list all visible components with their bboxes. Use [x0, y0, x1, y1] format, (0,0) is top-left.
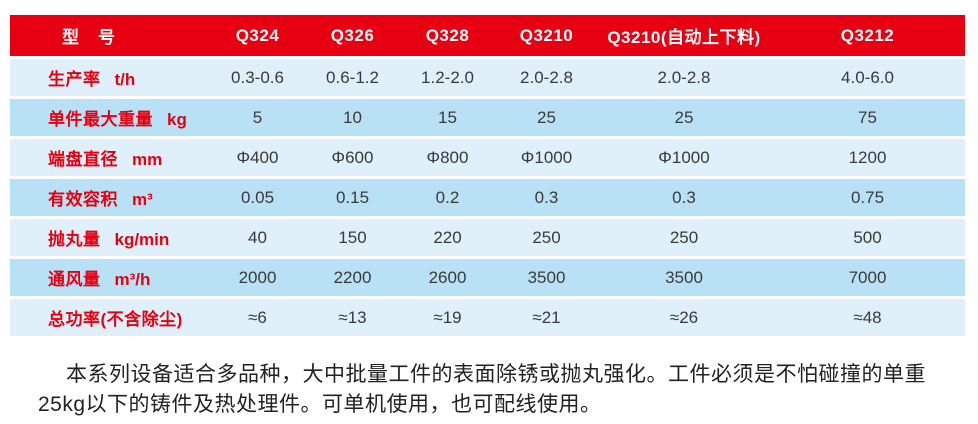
- cell-value: ≈6: [210, 299, 305, 336]
- row-label: 有效容积: [48, 190, 118, 209]
- row-unit: m³/h: [114, 270, 151, 289]
- description-line-1: 本系列设备适合多品种，大中批量工件的表面除锈或抛丸强化。工件必须是不怕碰撞的单重: [66, 363, 926, 386]
- cell-value: 2600: [400, 259, 495, 296]
- table-row-ventilation-volume: 通风量 m³/h 2000 2200 2600 3500 3500 7000: [10, 259, 965, 296]
- column-header-q328: Q328: [400, 15, 495, 56]
- row-label: 端盘直径: [48, 150, 118, 169]
- cell-value: 0.3: [598, 179, 770, 216]
- row-label: 生产率: [48, 70, 101, 89]
- cell-value: 15: [400, 99, 495, 136]
- table-row-production-rate: 生产率 t/h 0.3-0.6 0.6-1.2 1.2-2.0 2.0-2.8 2…: [10, 59, 965, 96]
- cell-value: 0.75: [770, 179, 965, 216]
- cell-value: Φ600: [305, 139, 400, 176]
- cell-value: 2.0-2.8: [495, 59, 598, 96]
- table-header-row: 型 号 Q324 Q326 Q328 Q3210 Q3210(自动上下料) Q3…: [10, 15, 965, 56]
- row-label: 抛丸量: [48, 230, 101, 249]
- row-unit: kg/min: [114, 230, 170, 249]
- table-row-shot-flow-rate: 抛丸量 kg/min 40 150 220 250 250 500: [10, 219, 965, 256]
- cell-value: 0.15: [305, 179, 400, 216]
- cell-value: ≈21: [495, 299, 598, 336]
- cell-value: Φ800: [400, 139, 495, 176]
- cell-value: 0.3-0.6: [210, 59, 305, 96]
- cell-value: ≈48: [770, 299, 965, 336]
- cell-value: Φ1000: [598, 139, 770, 176]
- table-row-total-power: 总功率(不含除尘) ≈6 ≈13 ≈19 ≈21 ≈26 ≈48: [10, 299, 965, 336]
- column-header-q3210: Q3210: [495, 15, 598, 56]
- row-unit: kg: [167, 110, 187, 129]
- cell-value: 250: [495, 219, 598, 256]
- cell-value: 0.3: [495, 179, 598, 216]
- row-unit: m³: [132, 190, 153, 209]
- cell-value: 220: [400, 219, 495, 256]
- cell-value: 0.2: [400, 179, 495, 216]
- cell-value: Φ400: [210, 139, 305, 176]
- cell-value: 150: [305, 219, 400, 256]
- cell-value: ≈19: [400, 299, 495, 336]
- description-line-2: 25kg以下的铸件及热处理件。可单机使用，也可配线使用。: [38, 393, 602, 416]
- cell-value: ≈26: [598, 299, 770, 336]
- column-header-q3210-auto: Q3210(自动上下料): [598, 15, 770, 56]
- cell-value: 2200: [305, 259, 400, 296]
- row-unit: t/h: [114, 70, 136, 89]
- cell-value: 75: [770, 99, 965, 136]
- cell-value: 7000: [770, 259, 965, 296]
- cell-value: 25: [495, 99, 598, 136]
- cell-value: 25: [598, 99, 770, 136]
- cell-value: 0.05: [210, 179, 305, 216]
- spec-table: 型 号 Q324 Q326 Q328 Q3210 Q3210(自动上下料) Q3…: [10, 12, 965, 339]
- cell-value: 1.2-2.0: [400, 59, 495, 96]
- column-header-q324: Q324: [210, 15, 305, 56]
- cell-value: 5: [210, 99, 305, 136]
- table-row-disc-diameter: 端盘直径 mm Φ400 Φ600 Φ800 Φ1000 Φ1000 1200: [10, 139, 965, 176]
- cell-value: 10: [305, 99, 400, 136]
- cell-value: 40: [210, 219, 305, 256]
- cell-value: 250: [598, 219, 770, 256]
- cell-value: 3500: [495, 259, 598, 296]
- cell-value: Φ1000: [495, 139, 598, 176]
- description-paragraph: 本系列设备适合多品种，大中批量工件的表面除锈或抛丸强化。工件必须是不怕碰撞的单重…: [38, 360, 958, 420]
- cell-value: 0.6-1.2: [305, 59, 400, 96]
- cell-value: 500: [770, 219, 965, 256]
- cell-value: 2.0-2.8: [598, 59, 770, 96]
- cell-value: 4.0-6.0: [770, 59, 965, 96]
- cell-value: 2000: [210, 259, 305, 296]
- row-unit: mm: [132, 150, 163, 169]
- row-label: 总功率(不含除尘): [48, 310, 183, 329]
- table-row-effective-volume: 有效容积 m³ 0.05 0.15 0.2 0.3 0.3 0.75: [10, 179, 965, 216]
- column-header-q326: Q326: [305, 15, 400, 56]
- row-label: 通风量: [48, 270, 101, 289]
- cell-value: 1200: [770, 139, 965, 176]
- table-row-max-piece-weight: 单件最大重量 kg 5 10 15 25 25 75: [10, 99, 965, 136]
- row-label: 单件最大重量: [48, 110, 153, 129]
- cell-value: ≈13: [305, 299, 400, 336]
- column-header-model: 型 号: [10, 15, 210, 56]
- column-header-q3212: Q3212: [770, 15, 965, 56]
- cell-value: 3500: [598, 259, 770, 296]
